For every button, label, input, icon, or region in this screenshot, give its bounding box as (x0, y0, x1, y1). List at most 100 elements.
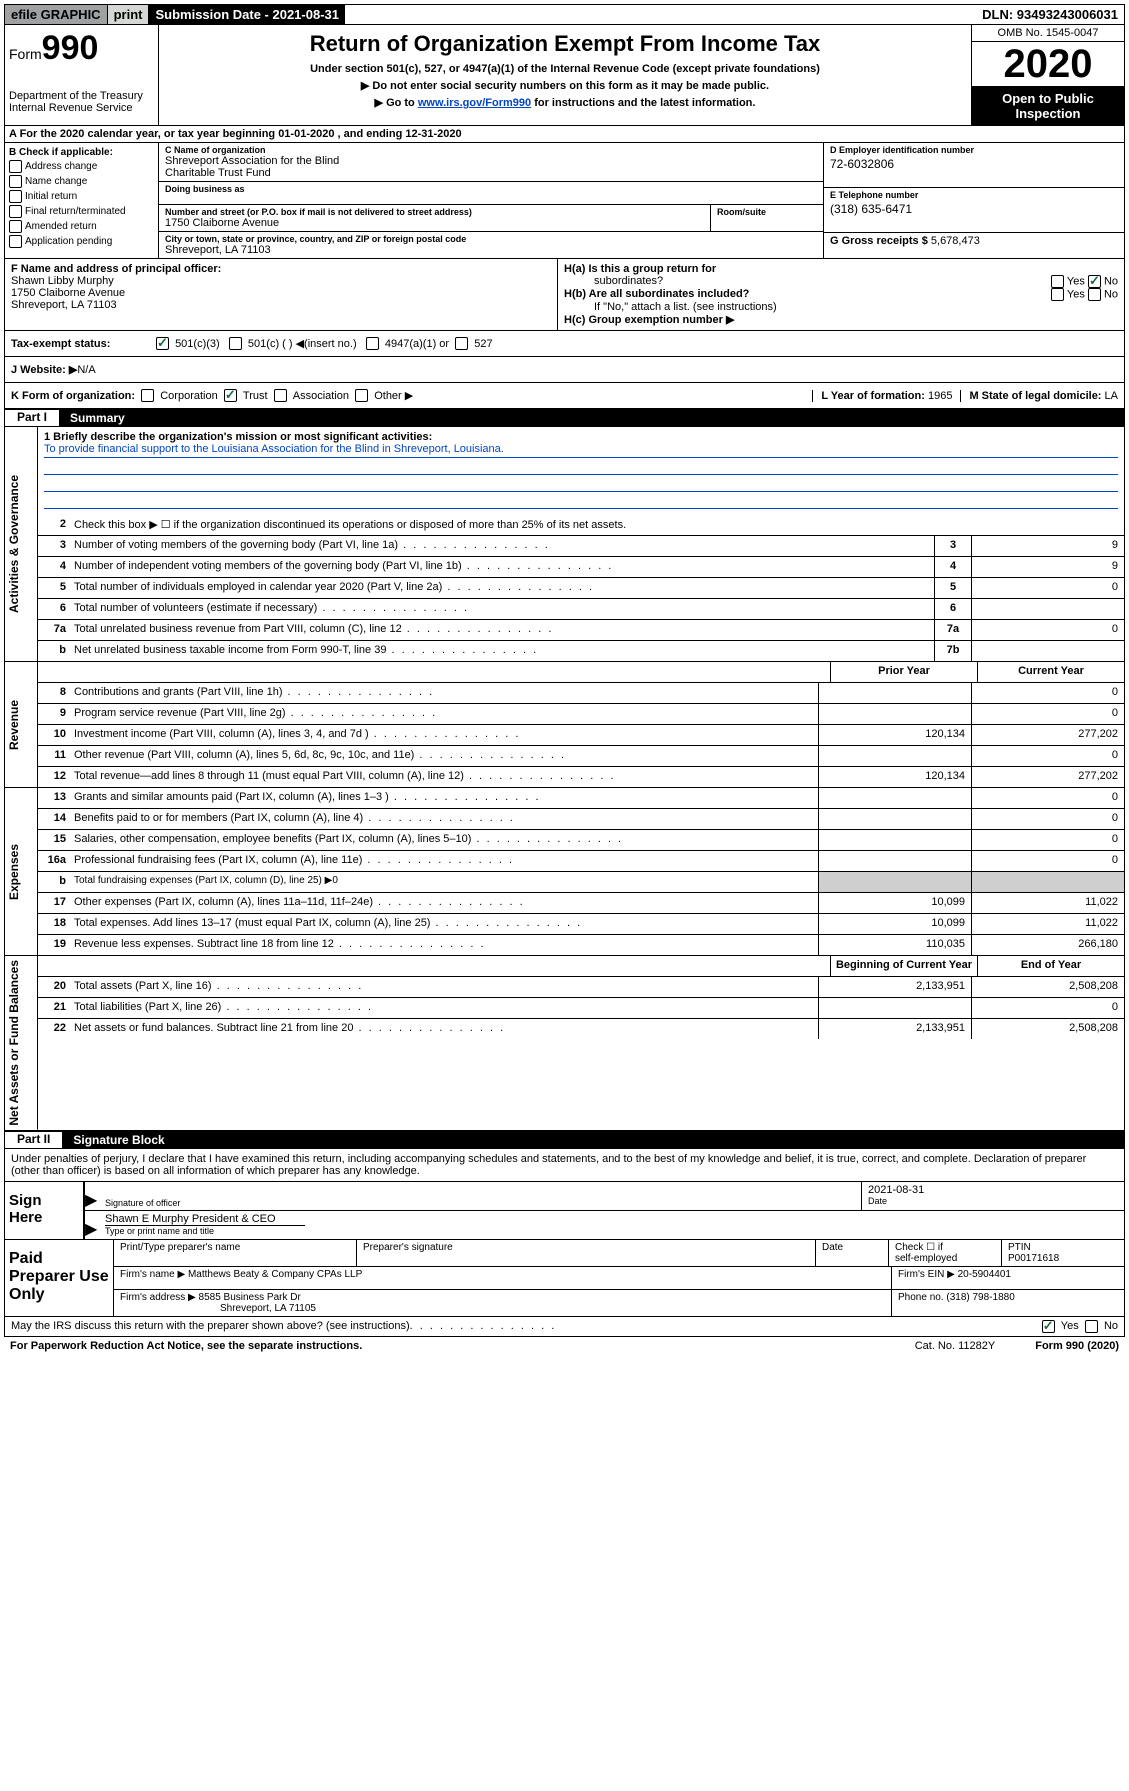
expenses-section: Expenses 13Grants and similar amounts pa… (4, 788, 1125, 956)
summary-line: 15Salaries, other compensation, employee… (38, 830, 1124, 851)
net-assets-section: Net Assets or Fund Balances Beginning of… (4, 956, 1125, 1131)
firm-address: 8585 Business Park Dr (199, 1292, 301, 1303)
501c3-checkbox[interactable] (156, 337, 169, 350)
summary-line: 4Number of independent voting members of… (38, 557, 1124, 578)
summary-line: 13Grants and similar amounts paid (Part … (38, 788, 1124, 809)
summary-line: bTotal fundraising expenses (Part IX, co… (38, 872, 1124, 893)
form-title: Return of Organization Exempt From Incom… (163, 31, 967, 57)
other-checkbox[interactable] (355, 389, 368, 402)
officer-typed-name: Shawn E Murphy President & CEO (105, 1213, 305, 1226)
footer: For Paperwork Reduction Act Notice, see … (4, 1337, 1125, 1355)
street-address: 1750 Claiborne Avenue (165, 217, 704, 229)
box-d-e-g: D Employer identification number 72-6032… (823, 143, 1124, 258)
tax-year: 2020 (972, 42, 1124, 87)
discuss-row: May the IRS discuss this return with the… (4, 1317, 1125, 1337)
print-button[interactable]: print (108, 5, 150, 24)
summary-line: 18Total expenses. Add lines 13–17 (must … (38, 914, 1124, 935)
box-k-l-m: K Form of organization: Corporation Trus… (4, 383, 1125, 409)
sign-here-label: Sign Here (5, 1182, 85, 1239)
assoc-checkbox[interactable] (274, 389, 287, 402)
firm-name: Matthews Beaty & Company CPAs LLP (188, 1269, 362, 1280)
revenue-section: Revenue Prior Year Current Year 8Contrib… (4, 662, 1125, 788)
ha-no-checkbox[interactable] (1088, 275, 1101, 288)
firm-phone: (318) 798-1880 (946, 1292, 1014, 1303)
officer-name: Shawn Libby Murphy (11, 275, 551, 287)
part-1-header: Part I Summary (4, 409, 1125, 427)
paid-preparer-label: Paid Preparer Use Only (5, 1240, 114, 1316)
summary-line: 19Revenue less expenses. Subtract line 1… (38, 935, 1124, 955)
ein: 72-6032806 (830, 157, 1118, 171)
summary-line: 20Total assets (Part X, line 16)2,133,95… (38, 977, 1124, 998)
irs-link[interactable]: www.irs.gov/Form990 (418, 97, 531, 109)
corp-checkbox[interactable] (141, 389, 154, 402)
header-sub2: ▶ Do not enter social security numbers o… (163, 79, 967, 92)
discuss-no-checkbox[interactable] (1085, 1320, 1098, 1333)
trust-checkbox[interactable] (224, 389, 237, 402)
ptin: P00171618 (1008, 1253, 1059, 1264)
box-i: Tax-exempt status: (11, 338, 156, 350)
sig-date: 2021-08-31 (868, 1184, 1118, 1196)
dln: DLN: 93493243006031 (976, 5, 1124, 24)
net-assets-tab: Net Assets or Fund Balances (5, 956, 38, 1130)
revenue-tab: Revenue (5, 662, 38, 787)
ha-yes-checkbox[interactable] (1051, 275, 1064, 288)
address-change-checkbox[interactable] (9, 160, 22, 173)
box-j-website: J Website: ▶ N/A (4, 357, 1125, 383)
summary-line: 17Other expenses (Part IX, column (A), l… (38, 893, 1124, 914)
governance-tab: Activities & Governance (5, 427, 38, 661)
501c-checkbox[interactable] (229, 337, 242, 350)
summary-line: 14Benefits paid to or for members (Part … (38, 809, 1124, 830)
gross-receipts: 5,678,473 (931, 235, 980, 247)
summary-line: 8Contributions and grants (Part VIII, li… (38, 683, 1124, 704)
form-number: Form990 (9, 29, 154, 68)
expenses-tab: Expenses (5, 788, 38, 955)
summary-line: 21Total liabilities (Part X, line 26)0 (38, 998, 1124, 1019)
527-checkbox[interactable] (455, 337, 468, 350)
signature-section: Under penalties of perjury, I declare th… (4, 1149, 1125, 1317)
hb-yes-checkbox[interactable] (1051, 288, 1064, 301)
perjury-text: Under penalties of perjury, I declare th… (5, 1149, 1124, 1181)
row-a-period: A For the 2020 calendar year, or tax yea… (4, 126, 1125, 143)
omb-number: OMB No. 1545-0047 (972, 25, 1124, 42)
summary-line: bNet unrelated business taxable income f… (38, 641, 1124, 661)
amended-return-checkbox[interactable] (9, 220, 22, 233)
summary-line: 9Program service revenue (Part VIII, lin… (38, 704, 1124, 725)
box-b: B Check if applicable: Address change Na… (5, 143, 159, 258)
firm-ein: 20-5904401 (958, 1269, 1011, 1280)
initial-return-checkbox[interactable] (9, 190, 22, 203)
form-ref: Form 990 (2020) (1035, 1340, 1119, 1352)
efile-button[interactable]: efile GRAPHIC (5, 5, 108, 24)
tax-exempt-row: Tax-exempt status: 501(c)(3) 501(c) ( ) … (4, 331, 1125, 357)
header-sub3: ▶ Go to www.irs.gov/Form990 for instruct… (163, 96, 967, 109)
governance-section: Activities & Governance 1 Briefly descri… (4, 427, 1125, 662)
website: N/A (77, 364, 95, 376)
summary-line: 22Net assets or fund balances. Subtract … (38, 1019, 1124, 1039)
name-change-checkbox[interactable] (9, 175, 22, 188)
open-to-public: Open to Public Inspection (972, 87, 1124, 125)
form-header: Form990 Department of the Treasury Inter… (4, 25, 1125, 126)
submission-date: Submission Date - 2021-08-31 (149, 5, 345, 24)
section-f-h: F Name and address of principal officer:… (4, 259, 1125, 331)
4947-checkbox[interactable] (366, 337, 379, 350)
summary-line: 11Other revenue (Part VIII, column (A), … (38, 746, 1124, 767)
summary-line: 7aTotal unrelated business revenue from … (38, 620, 1124, 641)
summary-line: 12Total revenue—add lines 8 through 11 (… (38, 767, 1124, 787)
application-pending-checkbox[interactable] (9, 235, 22, 248)
discuss-yes-checkbox[interactable] (1042, 1320, 1055, 1333)
part-2-header: Part II Signature Block (4, 1131, 1125, 1149)
summary-line: 3Number of voting members of the governi… (38, 536, 1124, 557)
summary-line: 6Total number of volunteers (estimate if… (38, 599, 1124, 620)
org-name: Shreveport Association for the Blind Cha… (165, 155, 817, 179)
department: Department of the Treasury Internal Reve… (9, 90, 154, 114)
telephone: (318) 635-6471 (830, 202, 1118, 216)
final-return-checkbox[interactable] (9, 205, 22, 218)
hb-no-checkbox[interactable] (1088, 288, 1101, 301)
mission-text: To provide financial support to the Loui… (44, 443, 1118, 458)
city-state-zip: Shreveport, LA 71103 (165, 244, 817, 256)
summary-line: 2Check this box ▶ ☐ if the organization … (38, 515, 1124, 536)
header-sub1: Under section 501(c), 527, or 4947(a)(1)… (163, 63, 967, 75)
box-c: C Name of organization Shreveport Associ… (159, 143, 823, 258)
summary-line: 16aProfessional fundraising fees (Part I… (38, 851, 1124, 872)
year-formed: 1965 (928, 390, 952, 402)
state-domicile: LA (1105, 390, 1118, 402)
